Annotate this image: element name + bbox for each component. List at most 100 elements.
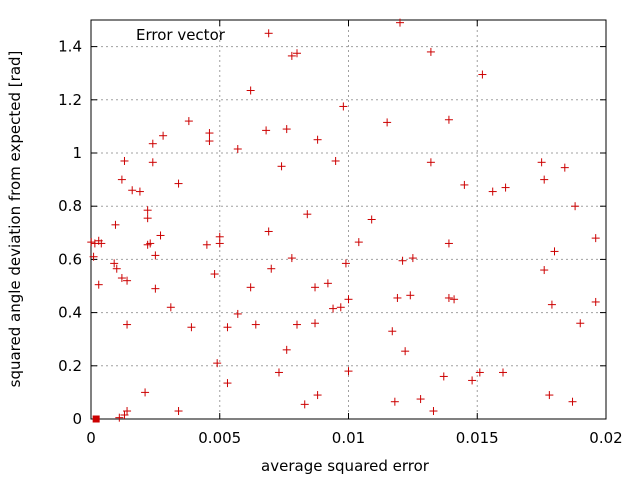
data-point — [246, 283, 255, 292]
data-point — [143, 206, 152, 215]
data-point — [115, 413, 124, 422]
data-point — [390, 397, 399, 406]
data-point — [550, 247, 559, 256]
data-point — [282, 125, 291, 134]
data-point-square — [92, 415, 100, 423]
data-point — [287, 51, 296, 60]
data-point — [354, 238, 363, 247]
data-point — [591, 234, 600, 243]
data-point — [287, 254, 296, 263]
y-tick-label: 0 — [72, 410, 82, 428]
data-point — [123, 276, 132, 285]
data-point — [174, 179, 183, 188]
data-point — [293, 49, 301, 58]
data-point — [568, 397, 577, 406]
data-point — [151, 284, 160, 293]
data-point — [251, 320, 260, 329]
data-points — [87, 18, 600, 423]
data-point — [344, 367, 353, 376]
data-point — [112, 264, 121, 273]
data-point — [501, 183, 510, 192]
x-axis-label: average squared error — [261, 457, 430, 475]
data-point — [264, 227, 273, 236]
data-point — [540, 266, 549, 275]
data-point — [439, 372, 448, 381]
data-point — [571, 202, 580, 211]
data-point — [120, 156, 129, 165]
data-point — [135, 187, 144, 196]
data-point — [344, 295, 353, 304]
data-point — [143, 214, 152, 223]
data-point — [393, 293, 402, 302]
legend: Error vector — [136, 26, 226, 44]
data-point — [560, 163, 569, 172]
data-point — [540, 175, 549, 184]
data-point — [406, 291, 415, 300]
data-point — [499, 368, 507, 377]
data-point — [460, 180, 469, 189]
data-point — [426, 158, 435, 167]
data-point — [267, 264, 276, 273]
y-axis-label: squared angle deviation from expected [r… — [6, 51, 24, 388]
y-tick-label: 0.6 — [58, 250, 82, 268]
data-point — [202, 240, 211, 249]
data-point — [311, 283, 320, 292]
data-point — [89, 252, 98, 261]
data-point — [151, 251, 160, 260]
data-point — [311, 319, 320, 328]
data-point — [537, 158, 546, 167]
data-point — [277, 162, 286, 171]
data-point — [233, 145, 242, 154]
x-tick-label: 0.015 — [456, 429, 499, 447]
data-point — [97, 239, 106, 248]
data-point — [111, 220, 120, 229]
data-point — [262, 126, 271, 135]
data-point — [94, 280, 103, 289]
data-point — [547, 300, 556, 309]
x-tick-label: 0 — [86, 429, 96, 447]
data-point — [205, 137, 214, 146]
data-point — [591, 297, 600, 306]
x-tick-label: 0.005 — [198, 429, 241, 447]
data-point — [156, 231, 165, 240]
y-tick-label: 1 — [72, 144, 82, 162]
data-point — [274, 368, 283, 377]
data-point — [367, 215, 376, 224]
data-point — [398, 256, 407, 265]
data-point — [146, 239, 155, 248]
grid-lines — [91, 20, 606, 419]
y-tick-label: 1.2 — [58, 91, 82, 109]
data-point — [123, 407, 132, 416]
y-tick-label: 0.4 — [58, 304, 82, 322]
data-point — [187, 323, 196, 332]
x-tick-label: 0.02 — [589, 429, 622, 447]
data-point — [128, 186, 137, 195]
data-point — [313, 391, 322, 400]
data-point — [246, 86, 255, 95]
data-point — [264, 29, 273, 38]
data-point — [408, 254, 417, 263]
data-point — [383, 118, 392, 127]
data-point — [282, 345, 291, 354]
data-point — [184, 117, 193, 126]
y-tick-label: 0.2 — [58, 357, 82, 375]
data-point — [401, 347, 410, 356]
data-point — [416, 395, 425, 404]
data-point — [475, 368, 484, 377]
data-point — [233, 309, 242, 318]
data-point — [300, 400, 309, 409]
y-tick-label: 0.8 — [58, 197, 82, 215]
data-point — [223, 323, 232, 332]
data-point — [148, 139, 157, 148]
data-point — [215, 239, 224, 248]
plot-frame — [90, 19, 607, 420]
data-point — [148, 158, 157, 167]
data-point — [488, 187, 497, 196]
x-tick-label: 0.01 — [332, 429, 365, 447]
data-point — [429, 407, 438, 416]
x-axis: 0 0.005 0.01 0.015 0.02 — [86, 20, 623, 447]
data-point — [110, 259, 119, 268]
y-tick-label: 1.4 — [58, 38, 82, 56]
data-point — [117, 274, 126, 283]
data-point — [339, 102, 348, 111]
